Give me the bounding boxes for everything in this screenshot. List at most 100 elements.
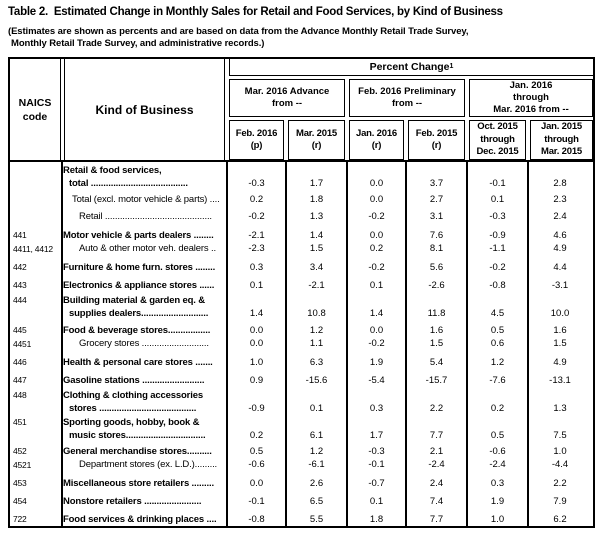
header-col-oct-dec-2015: Oct. 2015 through Dec. 2015 [469,120,526,160]
value-cell: -0.3 [248,178,265,189]
value-cell: 0.0 [249,338,264,349]
value-cell: 5.5 [309,513,324,525]
header-bottom-rule [10,160,593,162]
value-cell: 1.0 [553,445,567,457]
column-rule [285,162,287,526]
kind-of-business-line: Health & personal care stores ....... [63,356,213,368]
value-cell: -0.3 [368,445,385,457]
value-cell: -0.2 [368,338,385,349]
table-row: 441 Motor vehicle & parts dealers ......… [10,228,593,242]
naics-code-cell: 443 [13,280,27,290]
value-cell: -15.7 [425,374,448,386]
table-row: 448 Clothing & clothing accessories store… [10,389,593,415]
naics-code-cell: 454 [13,496,27,506]
kind-of-business-label: Kind of Business [95,102,194,117]
value-cell: -0.8 [489,279,506,291]
table-row: 453 Miscellaneous store retailers ......… [10,475,593,491]
kind-of-business-line: Sporting goods, hobby, book & [63,417,200,428]
value-cell: 1.5 [309,243,324,254]
column-rule [405,162,407,526]
value-cell: 6.5 [309,495,324,507]
value-cell: 0.3 [369,403,384,414]
kind-of-business-cell: Miscellaneous store retailers ......... [63,475,224,491]
naics-code-cell: 451 [13,417,27,427]
naics-code-cell: 448 [13,390,27,400]
kind-of-business-line: Total (excl. motor vehicle & parts) .... [72,193,220,205]
kind-of-business-line: Auto & other motor veh. dealers .. [79,243,216,254]
value-cell: 1.4 [309,229,324,241]
value-cell: -4.4 [551,459,569,470]
value-cell: 1.8 [309,193,324,205]
column-rule [527,162,529,526]
value-cell: 3.1 [429,210,444,222]
kind-of-business-cell: General merchandise stores.......... [63,444,224,458]
value-cell: 2.1 [429,445,444,457]
header-col-feb-2016-p: Feb. 2016 (p) [229,120,284,160]
kind-of-business-line: Furniture & home furn. stores ........ [63,261,216,273]
value-cell: 0.2 [490,403,505,414]
value-cell: 8.1 [429,243,444,254]
value-cell: -2.4 [489,459,506,470]
value-cell: 0.0 [249,477,264,489]
naics-header-line2: code [22,110,48,123]
value-cell: 1.5 [553,338,567,349]
value-cell: -0.7 [368,477,385,489]
kind-of-business-cell: Sporting goods, hobby, book & music store… [63,416,224,442]
value-cell: 1.5 [429,338,444,349]
value-cell: 1.4 [249,308,264,319]
kind-of-business-cell: Electronics & appliance stores ...... [63,277,224,293]
value-cell: 0.0 [249,324,264,336]
value-cell: 1.9 [369,356,384,368]
kind-of-business-cell: Grocery stores .........................… [63,337,224,350]
value-cell: 5.6 [429,261,444,273]
kind-of-business-line: Miscellaneous store retailers ......... [63,477,214,489]
value-cell: 0.0 [369,229,384,241]
naics-code-cell: 4411, 4412 [13,243,53,254]
value-cell: -13.1 [549,374,571,386]
value-cell: 1.0 [490,513,505,525]
value-cell: 7.5 [553,430,567,441]
data-table: NAICS code Kind of Business Percent Chan… [8,57,595,528]
kind-of-business-cell: Retail .................................… [63,208,224,224]
value-cell: 6.2 [553,513,567,525]
value-cell: 0.1 [490,193,505,205]
page-title: Table 2. Estimated Change in Monthly Sal… [8,6,503,18]
kind-of-business-cell: Retail & food services, total ...........… [63,164,224,190]
kind-of-business-line: Retail & food services, [63,165,162,176]
naics-code-cell: 453 [13,478,27,488]
kind-of-business-cell: Clothing & clothing accessories stores ..… [63,389,224,415]
table-body: Retail & food services, total ...........… [10,162,593,526]
header-col-jan-mar-2015: Jan. 2015 through Mar. 2015 [530,120,593,160]
table-row: 4411, 4412 Auto & other motor veh. deale… [10,242,593,255]
value-cell: 2.2 [429,403,444,414]
kind-of-business-line: stores .................................… [69,403,197,414]
value-cell: 5.4 [429,356,444,368]
value-cell: 2.7 [429,193,444,205]
kind-of-business-cell: Health & personal care stores ....... [63,354,224,370]
table-row: Retail & food services, total ...........… [10,164,593,190]
value-cell: 0.1 [369,279,384,291]
value-cell: 4.4 [553,261,567,273]
value-cell: 1.3 [553,403,567,414]
naics-code-cell [13,164,60,190]
value-cell: 1.7 [309,178,324,189]
table-row: 445 Food & beverage stores..............… [10,323,593,337]
value-cell: -0.6 [489,445,506,457]
kind-of-business-cell: Motor vehicle & parts dealers ........ [63,228,224,242]
value-cell: 0.5 [490,324,505,336]
value-cell: 0.3 [249,261,264,273]
kind-of-business-line: music stores............................… [69,430,206,441]
header-naics-code: NAICS code [10,59,61,160]
kind-of-business-line: Food & beverage stores................. [63,324,211,336]
value-cell: 1.2 [490,356,505,368]
naics-code-cell [13,191,60,207]
value-cell: -0.3 [489,210,506,222]
value-cell: 2.6 [309,477,324,489]
naics-header-line1: NAICS [18,96,52,109]
column-rule [346,162,348,526]
value-cell: 10.0 [550,308,570,319]
value-cell: -2.6 [428,279,445,291]
value-cell: -0.2 [248,210,265,222]
value-cell: -0.8 [248,513,265,525]
value-cell: 6.1 [309,430,324,441]
